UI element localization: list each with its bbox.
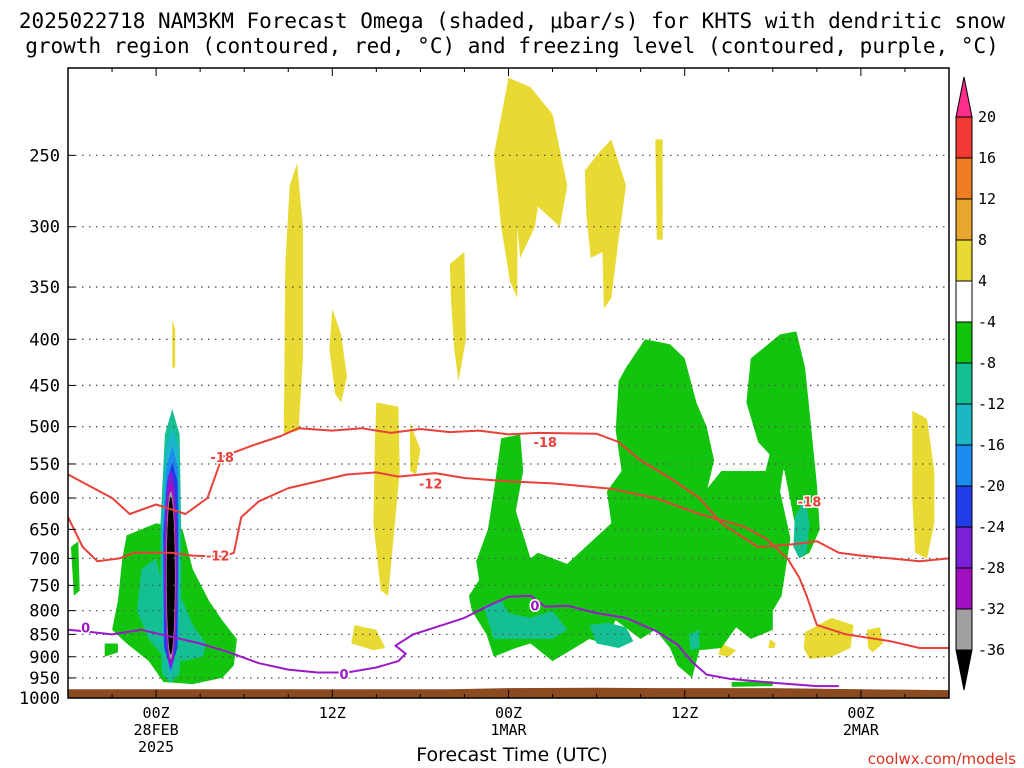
omega-patch (655, 139, 663, 240)
colorbar-label: 12 (978, 190, 996, 208)
omega-patch (172, 319, 176, 368)
contour-label: -18 (210, 451, 234, 466)
colorbar-segment (955, 362, 973, 405)
dgz-contour-minus18 (68, 427, 949, 563)
contour-label: -18 (798, 495, 822, 510)
colorbar-segment (955, 403, 973, 446)
contour-label: -12 (419, 477, 443, 492)
contour-label: -12 (206, 550, 230, 565)
omega-ascent-region (589, 622, 634, 648)
colorbar-label: 8 (978, 231, 987, 249)
colorbar-label: -4 (978, 313, 996, 331)
colorbar-segment (955, 608, 973, 651)
colorbar-label: -28 (978, 559, 1005, 577)
y-tick-label: 450 (29, 376, 60, 396)
contour-label: -18 (533, 436, 557, 451)
y-tick-label: 400 (29, 330, 60, 350)
colorbar-label: 20 (978, 108, 996, 126)
omega-patch (718, 643, 737, 657)
contour-label: 0 (530, 600, 539, 615)
colorbar-segment (955, 321, 973, 364)
y-tick-label: 350 (29, 278, 60, 298)
omega-max-core (166, 496, 175, 655)
colorbar-segment (955, 198, 973, 241)
y-axis-pressure: 250 300 350 400 450 500 550 600 650 700 750 800 850 9… (19, 146, 75, 709)
omega-patch (373, 402, 400, 596)
dgz-contour-minus12 (68, 471, 949, 649)
colorbar-segment (955, 485, 973, 528)
omega-ascent-region (677, 471, 751, 621)
y-tick-label: 650 (29, 520, 60, 540)
omega-patch (584, 139, 626, 309)
colorbar-label: -8 (978, 354, 996, 372)
contour-label: 0 (81, 621, 90, 636)
omega-patch (329, 308, 347, 403)
omega-ascent-region (104, 643, 118, 657)
y-tick-label: 600 (29, 489, 60, 509)
y-tick-label: 1000 (19, 689, 60, 709)
x-tick-label: 00Z (847, 704, 874, 722)
colorbar-segment (955, 239, 973, 282)
x-tick-label: 00Z (495, 704, 522, 722)
y-tick-label: 250 (29, 146, 60, 166)
colorbar-segment (955, 116, 973, 159)
omega-patch (866, 627, 883, 653)
y-tick-label: 300 (29, 218, 60, 238)
colorbar-segment (955, 526, 973, 569)
contour-labels: -18 -18 -18 -12 -12 0 0 0 (80, 435, 823, 685)
chart-title-line-1: 2025022718 NAM3KM Forecast Omega (shaded… (18, 9, 1006, 33)
y-tick-label: 550 (29, 455, 60, 475)
contour-label: 0 (340, 668, 349, 683)
colorbar-label: -36 (978, 641, 1005, 659)
freezing-level-contour (68, 594, 839, 688)
y-tick-label: 700 (29, 549, 60, 569)
x-tick-label: 2025 (138, 738, 174, 756)
colorbar-segment (955, 567, 973, 610)
x-tick-label: 00Z (143, 704, 170, 722)
omega-patch (912, 410, 935, 559)
colorbar-label: -20 (978, 477, 1005, 495)
colorbar-label: 16 (978, 149, 996, 167)
omega-patch (351, 625, 386, 651)
contour-lines (68, 427, 949, 688)
colorbar-segment (955, 280, 973, 323)
x-tick-label: 1MAR (490, 721, 527, 739)
x-tick-label: 12Z (319, 704, 346, 722)
y-tick-label: 850 (29, 625, 60, 645)
colorbar-label: -12 (978, 395, 1005, 413)
omega-patch (410, 422, 421, 475)
colorbar-bottom-arrow (955, 649, 973, 691)
colorbar-top-arrow (955, 76, 973, 118)
x-tick-label: 2MAR (843, 721, 880, 739)
y-tick-label: 500 (29, 418, 60, 438)
colorbar-label: 4 (978, 272, 987, 290)
colorbar-segment (955, 157, 973, 200)
y-tick-label: 800 (29, 602, 60, 622)
omega-patch (768, 639, 776, 648)
colorbar-segment (955, 444, 973, 487)
omega-patch (803, 617, 854, 659)
site-credit: coolwx.com/models (867, 750, 1016, 768)
omega-ascent-region (70, 541, 80, 596)
omega-shading (68, 77, 949, 698)
x-tick-label: 28FEB (134, 721, 179, 739)
omega-patch (283, 163, 303, 435)
y-tick-label: 750 (29, 576, 60, 596)
chart-title-line-2: growth region (contoured, red, °C) and f… (25, 34, 999, 58)
y-tick-label: 900 (29, 648, 60, 668)
omega-ascent-region (483, 600, 568, 639)
colorbar-label: -24 (978, 518, 1005, 536)
omega-patch (449, 252, 466, 382)
colorbar-label: -16 (978, 436, 1005, 454)
colorbar-label: -32 (978, 600, 1005, 618)
omega-ascent-region (746, 331, 820, 559)
x-tick-label: 12Z (671, 704, 698, 722)
x-axis-title: Forecast Time (UTC) (416, 744, 608, 766)
y-tick-label: 950 (29, 669, 60, 689)
omega-patch (493, 77, 568, 299)
colorbar: 20 16 12 8 4 -4 -8 -12 -16 -20 -24 -28 -32 -36 (955, 76, 1005, 691)
